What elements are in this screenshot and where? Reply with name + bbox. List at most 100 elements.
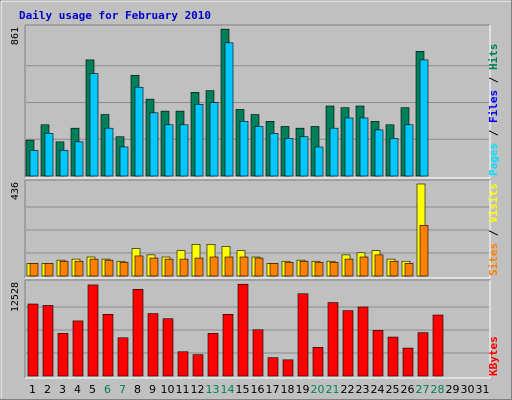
- top-legend-sep: /: [487, 123, 500, 143]
- middle-bar-sites: [44, 263, 54, 277]
- day-label: 16: [251, 383, 265, 396]
- day-label: 31: [476, 383, 490, 396]
- top-bar-files: [344, 117, 354, 177]
- top-bar-files: [239, 121, 249, 177]
- bottom-bar-kbytes: [252, 329, 264, 377]
- bottom-bar-kbytes: [132, 289, 144, 377]
- day-label: 12: [191, 383, 205, 396]
- top-bar-files: [374, 129, 384, 177]
- top-bar-files: [74, 141, 84, 177]
- bottom-bar-kbytes: [102, 314, 114, 377]
- top-bar-files: [269, 133, 279, 177]
- top-bar-files: [44, 133, 54, 177]
- middle-bar-sites: [404, 263, 414, 277]
- middle-bar-sites: [374, 254, 384, 277]
- top-bar-files: [89, 73, 99, 177]
- top-bar-files: [59, 150, 69, 177]
- middle-bar-sites: [119, 261, 129, 277]
- middle-bar-sites: [329, 261, 339, 277]
- top-bar-files: [149, 112, 159, 177]
- bottom-bar-kbytes: [297, 293, 309, 377]
- bottom-bar-kbytes: [27, 303, 39, 377]
- bottom-bar-kbytes: [312, 347, 324, 377]
- day-label: 5: [89, 383, 96, 396]
- top-bar-files: [209, 102, 219, 177]
- day-label: 18: [281, 383, 295, 396]
- day-label: 23: [356, 383, 370, 396]
- day-label: 10: [161, 383, 175, 396]
- top-legend-sep: /: [487, 70, 500, 90]
- day-label: 14: [221, 383, 235, 396]
- top-bar-files: [224, 42, 234, 177]
- middle-bar-sites: [59, 260, 69, 277]
- middle-legend-item: Sites: [487, 243, 500, 276]
- middle-legend-sep: /: [487, 223, 500, 243]
- middle-bar-sites: [224, 256, 234, 277]
- day-label: 17: [266, 383, 280, 396]
- bottom-bar-kbytes: [162, 318, 174, 377]
- day-label: 21: [326, 383, 340, 396]
- top-legend: Pages / Files / Hits: [487, 44, 500, 177]
- middle-bar-sites: [239, 256, 249, 277]
- day-label: 19: [296, 383, 310, 396]
- day-label: 22: [341, 383, 355, 396]
- middle-bar-sites: [284, 261, 294, 277]
- top-panel: 861 Pages / Files / Hits: [10, 24, 500, 179]
- bottom-bar-kbytes: [207, 333, 219, 377]
- middle-bar-sites: [29, 263, 39, 277]
- bottom-bar-kbytes: [432, 314, 444, 377]
- day-label: 20: [311, 383, 325, 396]
- top-bar-files: [29, 150, 39, 177]
- top-bar-files: [404, 124, 414, 177]
- day-label: 27: [416, 383, 430, 396]
- middle-bar-sites: [149, 257, 159, 277]
- bottom-bar-kbytes: [237, 283, 249, 377]
- middle-panel: 436 Sites / Visits: [10, 179, 500, 279]
- top-legend-item: Files: [487, 90, 500, 123]
- chart-title: Daily usage for February 2010: [19, 9, 211, 22]
- bottom-bar-kbytes: [222, 314, 234, 377]
- chart-panels: 861 Pages / Files / Hits 436 Sites / Visits…: [10, 24, 500, 379]
- bottom-bar-kbytes: [147, 313, 159, 377]
- top-bar-files: [164, 124, 174, 177]
- day-label: 6: [104, 383, 111, 396]
- top-bar-files: [284, 138, 294, 177]
- day-label: 3: [59, 383, 66, 396]
- middle-bar-sites: [134, 255, 144, 277]
- middle-bar-sites: [89, 258, 99, 277]
- day-label: 30: [461, 383, 475, 396]
- middle-bar-sites: [314, 261, 324, 277]
- bottom-bar-kbytes: [267, 357, 279, 377]
- top-bar-files: [329, 127, 339, 177]
- top-bar-files: [119, 146, 129, 177]
- day-label: 2: [44, 383, 51, 396]
- top-bar-files: [179, 124, 189, 177]
- middle-bar-sites: [419, 225, 429, 277]
- bottom-legend-item: KBytes: [487, 336, 500, 376]
- middle-bar-sites: [209, 256, 219, 277]
- middle-bar-sites: [359, 256, 369, 277]
- bottom-bar-kbytes: [87, 284, 99, 377]
- middle-bar-sites: [74, 260, 84, 277]
- day-label: 7: [119, 383, 126, 396]
- middle-bar-sites: [389, 260, 399, 277]
- middle-bar-sites: [104, 259, 114, 277]
- day-label: 25: [386, 383, 400, 396]
- bottom-bar-kbytes: [372, 330, 384, 377]
- day-label: 13: [206, 383, 220, 396]
- top-bar-files: [104, 127, 114, 177]
- top-bar-files: [299, 136, 309, 177]
- top-bar-files: [389, 138, 399, 177]
- top-legend-item: Hits: [487, 44, 500, 71]
- middle-legend: Sites / Visits: [487, 183, 500, 276]
- top-bar-files: [254, 126, 264, 177]
- bottom-legend: KBytes: [487, 336, 500, 376]
- bottom-bar-kbytes: [402, 347, 414, 377]
- day-label: 11: [176, 383, 190, 396]
- middle-bar-sites: [344, 258, 354, 277]
- middle-legend-item: Visits: [487, 183, 500, 223]
- middle-bar-sites: [269, 263, 279, 277]
- top-bar-files: [419, 59, 429, 177]
